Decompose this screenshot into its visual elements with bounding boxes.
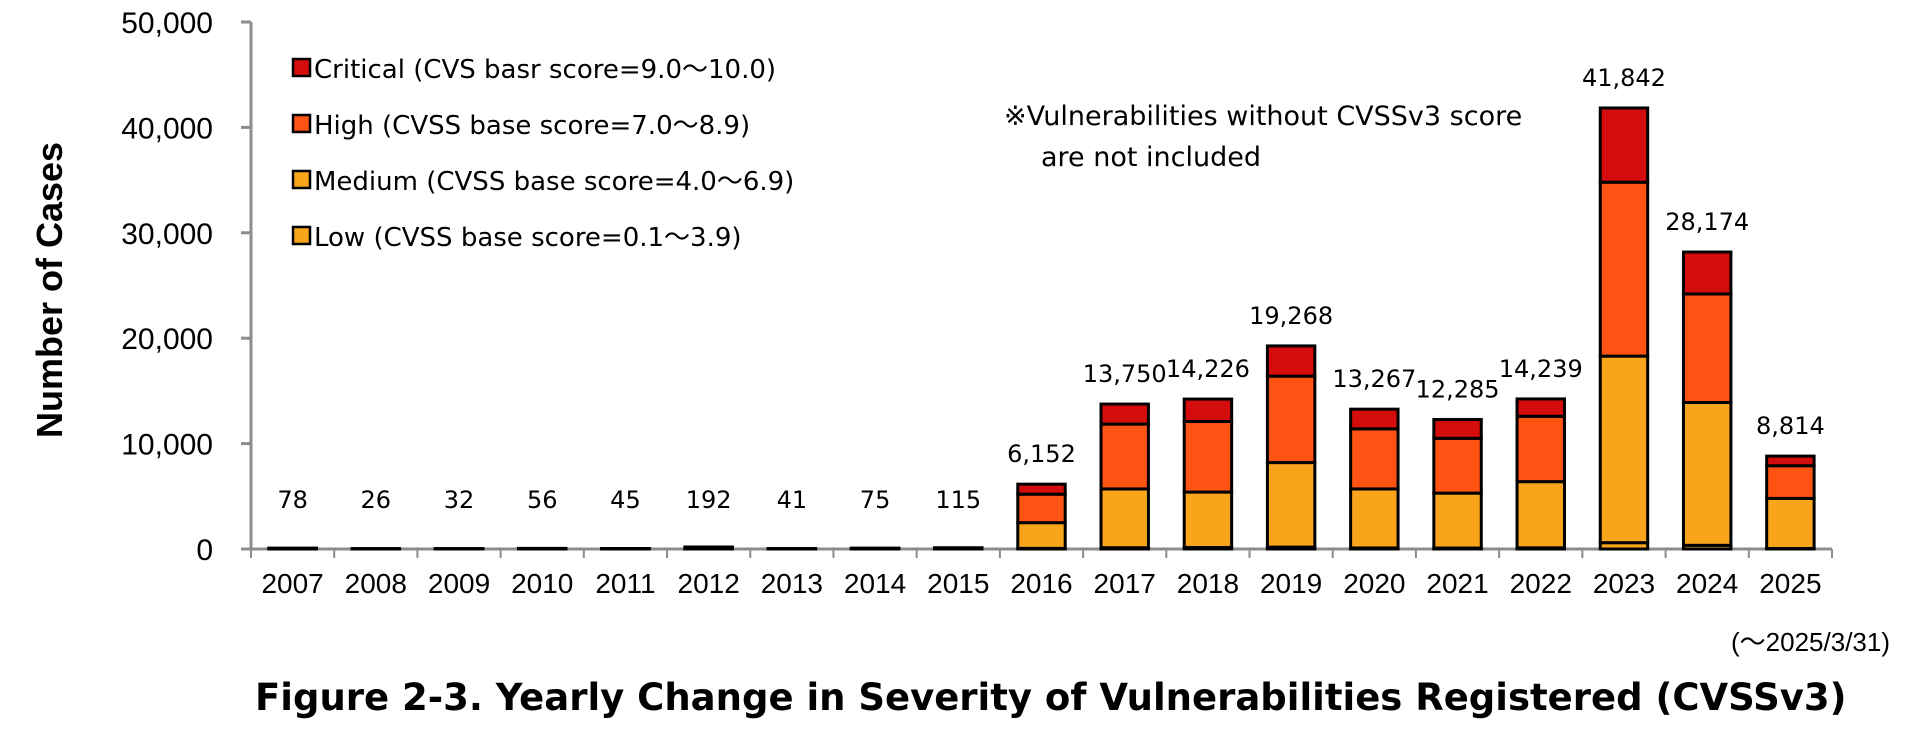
x-tick-label: 2011 — [595, 568, 655, 599]
bar-segment-high — [1432, 436, 1483, 495]
chart-legend: Critical (CVS basr score=9.0～10.0) High (… — [291, 55, 794, 253]
bar-segment-medium — [1265, 461, 1317, 549]
bar-segment-critical — [1681, 250, 1733, 296]
bar-segment-high — [1515, 414, 1566, 484]
bar-segment-critical — [1765, 454, 1816, 468]
bar-segment-medium — [1016, 521, 1067, 550]
x-tick-label: 2023 — [1593, 568, 1655, 599]
bar-segment-critical — [1099, 402, 1150, 426]
bar-total-label: 78 — [277, 486, 308, 514]
bar-total-label: 13,750 — [1083, 360, 1167, 388]
legend-swatch — [291, 113, 312, 134]
chart-data-labels: 2007 78 2008 26 2009 32 2010 56 2011 45 2012 192 201… — [261, 64, 1824, 599]
chart-bars — [267, 106, 1816, 551]
x-tick-label: 2009 — [428, 568, 490, 599]
x-tick-label: 2017 — [1094, 568, 1156, 599]
x-tick-label: 2010 — [511, 568, 573, 599]
bar-segment-high — [1765, 464, 1816, 500]
x-tick-label: 2025 — [1759, 568, 1821, 599]
bar-segment-medium — [1515, 480, 1566, 550]
bar-segment-critical — [1515, 397, 1566, 418]
legend-swatch — [291, 57, 312, 78]
bar-segment-critical — [1598, 106, 1650, 184]
bar-segment-medium — [1182, 490, 1234, 550]
y-tick-label: 50,000 — [121, 7, 213, 40]
x-tick-label: 2022 — [1510, 568, 1572, 599]
y-tick-label: 40,000 — [121, 112, 213, 145]
bar-total-label: 8,814 — [1756, 412, 1825, 440]
bar-segment-medium — [1765, 496, 1816, 550]
x-tick-label: 2013 — [761, 568, 823, 599]
bar-segment-high — [1182, 419, 1234, 494]
x-tick-label: 2007 — [261, 568, 323, 599]
bar-segment-high — [1681, 292, 1733, 404]
bar-total-label: 56 — [527, 486, 558, 514]
bar-total-label: 45 — [610, 486, 641, 514]
annotation-line-1: ※Vulnerabilities without CVSSv3 score — [1004, 101, 1522, 132]
bar-total-label: 14,226 — [1166, 355, 1250, 383]
period-note: (～2025/3/31) — [1731, 627, 1890, 657]
bar-segment-medium — [1349, 487, 1400, 550]
bar-segment-critical — [1349, 407, 1400, 431]
bar-total-label: 41,842 — [1582, 64, 1666, 92]
x-tick-label: 2020 — [1343, 568, 1405, 599]
bar-total-label: 32 — [444, 486, 475, 514]
legend-label: Low (CVSS base score=0.1～3.9) — [314, 223, 742, 253]
y-tick-label: 0 — [196, 534, 213, 567]
x-tick-label: 2015 — [927, 568, 989, 599]
chart-title: Figure 2-3. Yearly Change in Severity of… — [255, 676, 1847, 719]
legend-label: Critical (CVS basr score=9.0～10.0) — [314, 55, 776, 85]
x-tick-label: 2016 — [1010, 568, 1072, 599]
bar-total-label: 19,268 — [1249, 302, 1333, 330]
x-tick-label: 2021 — [1426, 568, 1488, 599]
bar-segment-high — [1598, 180, 1650, 358]
bar-segment-medium — [1099, 487, 1150, 550]
bar-total-label: 75 — [860, 486, 891, 514]
chart-axes: 0 10,000 20,000 30,000 40,000 50,000 — [121, 7, 1833, 567]
legend-label: Medium (CVSS base score=4.0～6.9) — [314, 167, 794, 197]
bar-total-label: 26 — [361, 486, 392, 514]
bar-segment-medium — [1681, 400, 1733, 547]
bar-segment-medium — [1432, 491, 1483, 550]
bar-segment-critical — [1016, 482, 1067, 496]
bar-segment-high — [1016, 492, 1067, 525]
y-tick-label: 10,000 — [121, 429, 213, 462]
x-tick-label: 2012 — [678, 568, 740, 599]
bar-total-label: 28,174 — [1665, 208, 1749, 236]
x-tick-label: 2019 — [1260, 568, 1322, 599]
bar-segment-high — [1099, 422, 1150, 491]
x-tick-label: 2014 — [844, 568, 906, 599]
bar-segment-critical — [1182, 397, 1234, 423]
bar-total-label: 192 — [686, 486, 732, 514]
y-tick-label: 20,000 — [121, 323, 213, 356]
y-axis-label: Number of Cases — [29, 142, 70, 438]
legend-swatch — [291, 169, 312, 190]
x-tick-label: 2008 — [345, 568, 407, 599]
x-tick-label: 2018 — [1177, 568, 1239, 599]
annotation-line-2: are not included — [1041, 142, 1261, 173]
legend-swatch — [291, 225, 312, 246]
bar-total-label: 6,152 — [1007, 440, 1076, 468]
bar-total-label: 41 — [777, 486, 808, 514]
legend-label: High (CVSS base score=7.0～8.9) — [314, 111, 750, 141]
bar-total-label: 13,267 — [1332, 365, 1416, 393]
bar-total-label: 14,239 — [1499, 355, 1583, 383]
x-tick-label: 2024 — [1676, 568, 1738, 599]
bar-segment-critical — [1265, 344, 1317, 378]
bar-segment-high — [1265, 374, 1317, 465]
bar-total-label: 115 — [935, 486, 981, 514]
bar-segment-critical — [1432, 418, 1483, 440]
y-tick-label: 30,000 — [121, 218, 213, 251]
bar-segment-high — [1349, 427, 1400, 491]
bar-segment-medium — [1598, 354, 1650, 545]
bar-total-label: 12,285 — [1416, 376, 1500, 404]
